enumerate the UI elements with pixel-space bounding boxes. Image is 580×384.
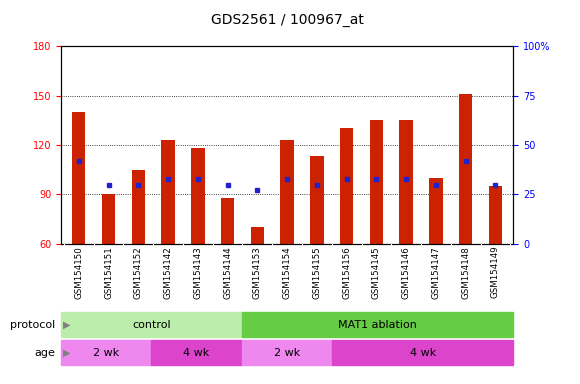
Bar — [72, 112, 85, 244]
Text: protocol: protocol — [10, 320, 55, 330]
Bar — [242, 313, 513, 337]
Text: GSM154152: GSM154152 — [134, 246, 143, 299]
Text: 2 wk: 2 wk — [274, 348, 300, 358]
Text: GSM154153: GSM154153 — [253, 246, 262, 299]
Bar — [102, 194, 115, 244]
Text: GSM154148: GSM154148 — [461, 246, 470, 299]
Text: GSM154155: GSM154155 — [313, 246, 321, 299]
Bar — [310, 157, 324, 244]
Text: 2 wk: 2 wk — [93, 348, 119, 358]
Text: GSM154144: GSM154144 — [223, 246, 232, 299]
Bar — [151, 340, 242, 365]
Bar — [280, 140, 294, 244]
Bar — [251, 227, 264, 244]
Bar — [61, 340, 151, 365]
Text: ▶: ▶ — [63, 320, 71, 330]
Bar — [221, 198, 234, 244]
Text: GSM154150: GSM154150 — [74, 246, 84, 299]
Text: GSM154147: GSM154147 — [432, 246, 440, 299]
Text: GSM154156: GSM154156 — [342, 246, 351, 299]
Text: GSM154145: GSM154145 — [372, 246, 381, 299]
Bar — [332, 340, 513, 365]
Bar — [161, 140, 175, 244]
Text: GSM154142: GSM154142 — [164, 246, 172, 299]
Bar — [340, 129, 353, 244]
Text: GSM154143: GSM154143 — [193, 246, 202, 299]
Bar — [242, 340, 332, 365]
Text: GSM154154: GSM154154 — [282, 246, 292, 299]
Text: 4 wk: 4 wk — [409, 348, 436, 358]
Bar — [459, 94, 472, 244]
Text: GSM154146: GSM154146 — [402, 246, 411, 299]
Text: age: age — [34, 348, 55, 358]
Text: GSM154151: GSM154151 — [104, 246, 113, 299]
Text: control: control — [132, 320, 171, 330]
Bar — [400, 120, 413, 244]
Bar — [429, 178, 443, 244]
Bar — [132, 170, 145, 244]
Text: MAT1 ablation: MAT1 ablation — [338, 320, 417, 330]
Text: 4 wk: 4 wk — [183, 348, 210, 358]
Text: GSM154149: GSM154149 — [491, 246, 500, 298]
Bar — [191, 148, 205, 244]
Text: GDS2561 / 100967_at: GDS2561 / 100967_at — [211, 13, 364, 27]
Bar — [369, 120, 383, 244]
Text: ▶: ▶ — [63, 348, 71, 358]
Bar — [61, 313, 242, 337]
Bar — [489, 186, 502, 244]
